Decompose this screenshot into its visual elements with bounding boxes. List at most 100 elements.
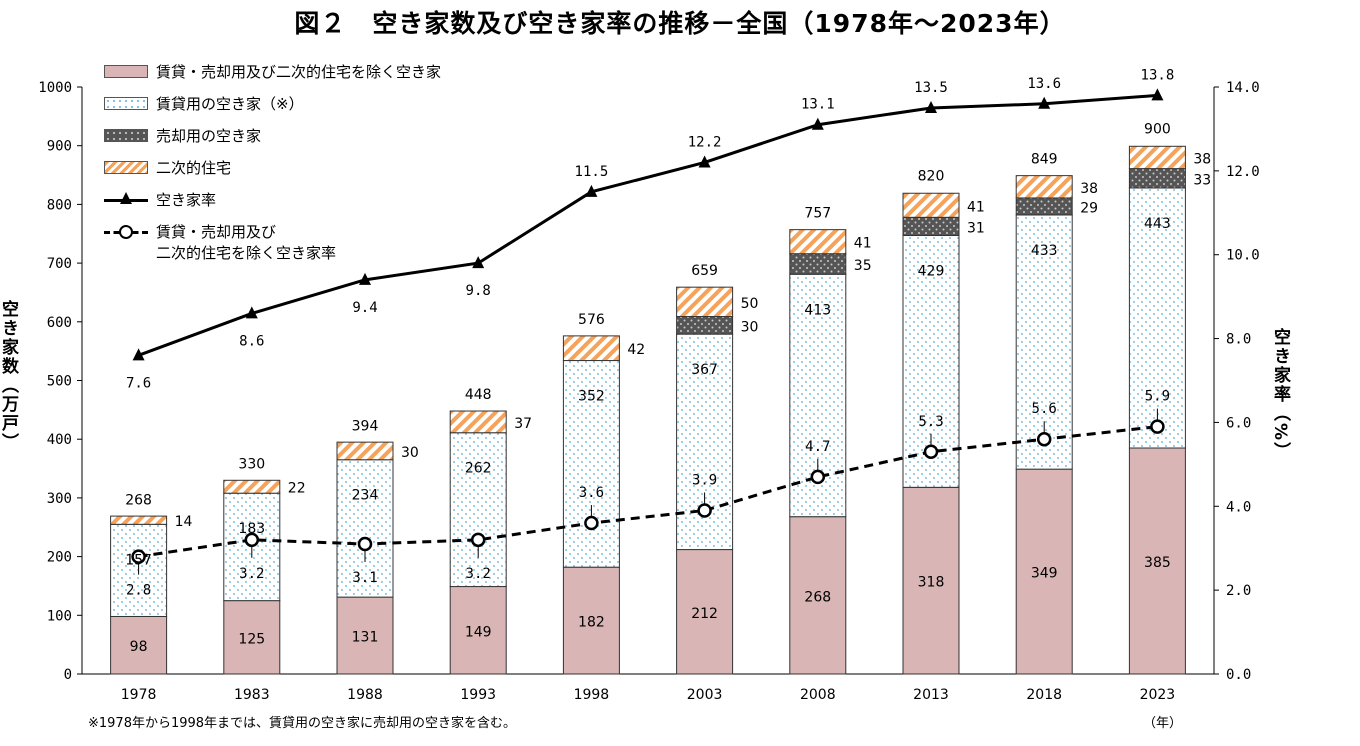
ibi-rate-marker [1150, 419, 1165, 434]
x-tick-label: 2008 [800, 687, 836, 703]
data-label-ibi: 98 [130, 639, 148, 655]
data-label-rent: 352 [578, 389, 605, 405]
bar-segment-ibi [1128, 447, 1186, 675]
data-label-sale: 33 [1193, 172, 1211, 188]
ibi-rate-label: 3.9 [692, 472, 717, 488]
bar-segment-secondary [902, 192, 960, 218]
y-tick-label-left: 500 [47, 374, 72, 390]
data-label-secondary: 42 [627, 342, 645, 358]
data-label-sale: 35 [854, 258, 872, 274]
rate-marker [245, 306, 258, 319]
data-label-sale: 31 [967, 220, 985, 236]
data-label-total: 576 [578, 312, 605, 328]
bar-segment-sale [676, 316, 734, 335]
x-tick-label: 1983 [234, 687, 270, 703]
legend-label-sale: 売却用の空き家 [156, 127, 262, 145]
bar-segment-secondary [1015, 175, 1073, 199]
data-label-secondary: 30 [401, 445, 419, 461]
bar-segment-sale [902, 216, 960, 237]
legend-swatch-sale [104, 129, 148, 142]
legend-label-ibi: 賃貸・売却用及び二次的住宅を除く空き家 [156, 63, 442, 81]
bar-segment-secondary [336, 441, 394, 461]
triangle-marker-icon [120, 192, 132, 204]
bar-segment-rent [902, 235, 960, 488]
data-label-total: 268 [125, 493, 152, 509]
ibi-rate-label: 3.2 [239, 566, 264, 582]
ibi-rate-label: 3.6 [579, 485, 604, 501]
y-axis-left-label: 空き家数（万戸） [0, 300, 18, 452]
x-tick-label: 1978 [121, 687, 157, 703]
data-label-total: 659 [691, 263, 718, 279]
rate-marker [132, 348, 145, 361]
data-label-total: 900 [1144, 122, 1171, 138]
bar-segment-ibi [902, 486, 960, 675]
data-label-ibi: 182 [578, 615, 605, 631]
y-tick-label-right: 8.0 [1226, 332, 1251, 348]
bar-segment-ibi [1015, 468, 1073, 675]
bar-segment-secondary [562, 335, 620, 362]
data-label-rent: 443 [1144, 216, 1171, 232]
rate-marker [472, 256, 485, 269]
data-label-total: 448 [465, 387, 492, 403]
data-label-rent: 429 [918, 264, 945, 280]
bar-segment-ibi [676, 549, 734, 675]
x-tick-label: 1998 [574, 687, 610, 703]
x-tick-label: 2023 [1140, 687, 1176, 703]
bar-segment-ibi [110, 615, 168, 675]
data-label-ibi: 125 [238, 631, 265, 647]
ibi-rate-marker [923, 444, 939, 460]
legend-label-rate: 空き家率 [156, 191, 217, 209]
data-label-secondary: 38 [1193, 151, 1211, 167]
bar-segment-secondary [110, 515, 168, 525]
ibi-rate-label: 5.6 [1032, 401, 1057, 417]
x-tick-label: 1993 [460, 687, 496, 703]
ibi-rate-label: 3.2 [466, 566, 491, 582]
data-label-ibi: 149 [465, 624, 492, 640]
rate-marker [1151, 88, 1164, 101]
rate-label: 11.5 [575, 164, 609, 180]
data-label-secondary: 50 [741, 296, 759, 312]
data-label-rent: 367 [691, 362, 718, 378]
data-label-secondary: 22 [288, 481, 306, 497]
data-label-rent: 234 [352, 488, 379, 504]
bar-segment-ibi [449, 586, 507, 675]
ibi-rate-marker [810, 469, 826, 485]
ibi-rate-label: 5.9 [1145, 389, 1170, 405]
rate-label: 13.8 [1141, 67, 1175, 83]
bar-segment-secondary [676, 286, 734, 318]
x-tick-label: 1988 [347, 687, 383, 703]
rate-label: 12.2 [688, 134, 722, 150]
bar-segment-ibi [562, 566, 620, 675]
legend-swatch-ibi [104, 65, 148, 78]
data-label-ibi: 131 [352, 630, 379, 646]
bar-segment-sale [789, 253, 847, 275]
data-label-total: 757 [804, 206, 831, 222]
y-tick-label-right: 0.0 [1226, 667, 1251, 683]
ibi-rate-marker [697, 503, 712, 518]
bar-segment-rent [562, 360, 620, 568]
y-tick-label-left: 0 [64, 667, 72, 683]
rate-marker [1038, 96, 1051, 109]
y-tick-label-right: 4.0 [1226, 499, 1251, 515]
line-ibi-rate [138, 425, 1158, 559]
rate-marker [585, 184, 598, 197]
bar-segment-ibi [336, 596, 394, 675]
ibi-rate-marker [357, 536, 373, 552]
data-label-rent: 413 [804, 302, 831, 318]
data-label-rent: 262 [465, 461, 492, 477]
y-tick-label-left: 300 [47, 491, 72, 507]
y-tick-label-right: 6.0 [1226, 415, 1251, 431]
data-label-total: 394 [352, 419, 379, 435]
x-tick-label: 2013 [913, 687, 949, 703]
data-label-rent: 183 [238, 521, 265, 537]
data-label-secondary: 37 [514, 416, 532, 432]
data-label-ibi: 318 [918, 575, 945, 591]
rate-label: 9.4 [352, 300, 377, 316]
ibi-rate-marker [1036, 431, 1052, 447]
data-label-ibi: 349 [1031, 566, 1058, 582]
bar-segment-rent [1128, 187, 1186, 449]
rate-marker [359, 272, 371, 285]
ibi-rate-marker [131, 549, 146, 564]
data-label-ibi: 212 [691, 606, 718, 622]
y-tick-label-right: 2.0 [1226, 583, 1251, 599]
